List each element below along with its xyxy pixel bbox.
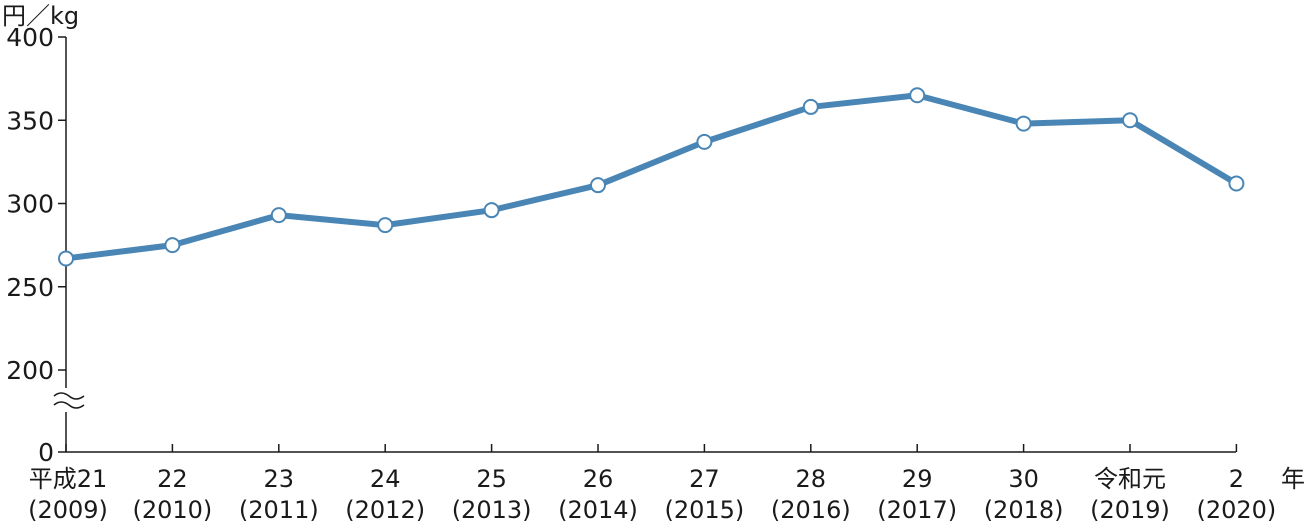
data-point (164, 237, 181, 254)
axis-break-icon (53, 388, 85, 412)
data-point (377, 217, 394, 234)
data-point (802, 98, 819, 115)
x-tick-label-western-year: (2016) (771, 496, 851, 524)
x-axis-ticks: 平成21 (2009) 22 (2010) 23 (2011) 24 (2012) 25 (201… (28, 444, 1276, 524)
x-tick-label-western-year: (2010) (132, 496, 212, 524)
x-tick-label-western-year: (2020) (1196, 496, 1276, 524)
x-tick-label-year: 平成21 (29, 465, 108, 493)
data-point (483, 202, 500, 219)
data-point (270, 207, 287, 224)
x-tick-label-western-year: (2011) (239, 496, 319, 524)
series-line (63, 92, 1240, 262)
x-tick-label-year: 26 (583, 465, 614, 493)
y-unit-label: 円／kg (2, 2, 79, 30)
x-tick-label-western-year: (2014) (558, 496, 638, 524)
x-tick-label-western-year: (2019) (1090, 496, 1170, 524)
x-tick-label-western-year: (2013) (452, 496, 532, 524)
x-tick-label-western-year: (2015) (664, 496, 744, 524)
x-tick-label-year: 23 (264, 465, 295, 493)
data-point (1015, 115, 1032, 132)
series-markers (58, 87, 1245, 267)
y-tick-label: 300 (6, 190, 54, 219)
y-tick-label: 350 (6, 106, 54, 135)
x-tick-label-year: 27 (689, 465, 720, 493)
x-tick-label-western-year: (2012) (345, 496, 425, 524)
x-tick-label-western-year: (2017) (877, 496, 957, 524)
x-tick-label-year: 25 (476, 465, 507, 493)
y-tick-label: 400 (6, 23, 54, 52)
y-tick-label: 200 (6, 356, 54, 385)
y-tick-label: 0 (38, 438, 54, 467)
data-point (58, 250, 74, 267)
y-axis-ticks: 400 350 300 250 200 0 (6, 23, 66, 467)
x-unit-label: 年 (1281, 465, 1304, 493)
data-point (909, 87, 926, 104)
x-tick-label-western-year: (2018) (984, 496, 1064, 524)
x-tick-label-year: 令和元 (1094, 465, 1166, 493)
data-point (696, 133, 713, 150)
x-tick-label-year: 24 (370, 465, 401, 493)
data-point (1228, 175, 1245, 192)
x-tick-label-year: 28 (796, 465, 827, 493)
x-tick-label-year: 30 (1008, 465, 1039, 493)
data-point (590, 177, 606, 194)
x-tick-label-western-year: (2009) (28, 496, 108, 524)
y-tick-label: 250 (6, 273, 54, 302)
x-tick-label-year: 29 (902, 465, 933, 493)
x-tick-label-year: 22 (157, 465, 188, 493)
data-point (1122, 112, 1138, 129)
x-tick-label-year: 2 (1229, 465, 1244, 493)
